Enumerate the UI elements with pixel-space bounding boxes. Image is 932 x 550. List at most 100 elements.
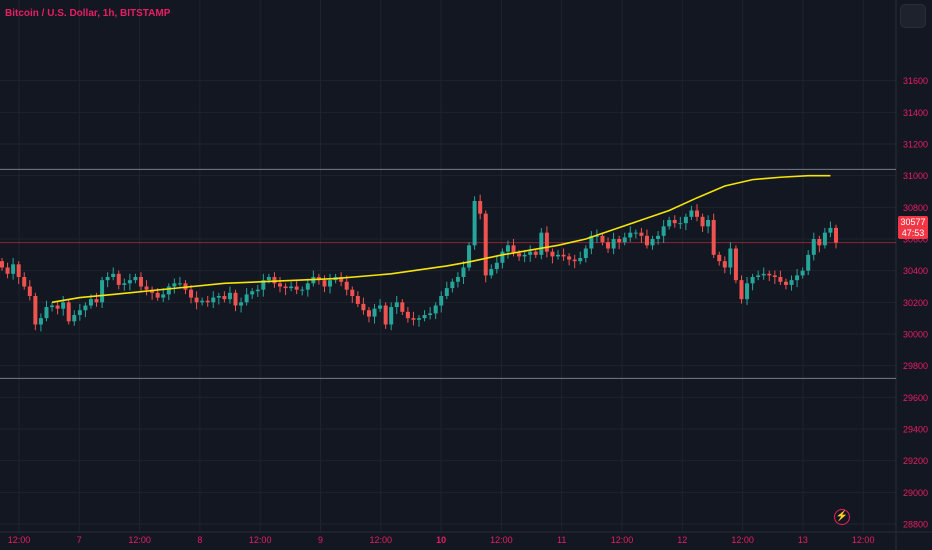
candle-body [16,264,21,277]
candle-body [194,297,199,303]
candle-body [611,239,616,249]
candle-body [589,235,594,249]
candle-body [617,239,622,243]
candle-body [550,251,555,257]
candle-body [161,294,166,298]
candle-body [783,281,788,285]
candle-body [444,288,449,296]
candle-body [405,311,410,319]
candle-body [544,232,549,252]
candle-body [100,280,105,303]
candle-body [350,289,355,296]
candle-body [366,310,371,317]
candle-body [644,235,649,246]
candle-body [88,299,93,306]
candle-body [678,223,683,225]
candle-body [77,310,82,315]
chart-title: Bitcoin / U.S. Dollar, 1h, BITSTAMP [5,8,171,19]
y-tick-label: 29800 [903,361,928,371]
candle-body [483,213,488,276]
candle-body [728,248,733,268]
candle-body [578,258,583,262]
candle-body [539,232,544,255]
y-tick-label: 31000 [903,171,928,181]
candle-body [27,286,32,296]
candle-body [556,254,560,257]
candle-body [233,292,238,306]
candle-body [300,289,305,291]
candle-body [439,296,444,306]
candle-body [0,261,4,268]
candle-body [695,210,699,217]
candle-body [189,289,194,298]
candle-body [700,216,705,227]
candle-body [717,254,722,262]
candle-body [278,283,282,287]
candle-body [622,237,627,243]
candle-body [672,220,677,224]
candle-body [500,251,505,263]
candle-body [127,280,132,284]
candle-body [211,297,216,303]
y-tick-label: 30000 [903,330,928,340]
candle-body [305,283,310,290]
x-tick-label: 12 [677,535,687,545]
candle-body [745,283,750,300]
candle-body [122,283,127,285]
candle-body [361,303,366,311]
candle-body [478,201,483,214]
candle-body [294,286,299,290]
candle-body [767,273,772,276]
candle-body [261,280,266,290]
candle-body [422,315,427,319]
candle-body [378,305,383,309]
y-tick-label: 29000 [903,488,928,498]
candle-body [166,286,171,295]
y-tick-label: 28800 [903,520,928,530]
candle-body [739,280,744,300]
y-tick-label: 29600 [903,393,928,403]
y-tick-label: 31600 [903,76,928,86]
candle-body [472,201,477,246]
candle-body [733,248,738,281]
chart-settings-button[interactable] [900,4,926,28]
candle-body [811,239,816,255]
candle-body [22,277,27,287]
candle-body [355,296,360,304]
price-badge: 30577 47:53 [898,216,928,239]
x-tick-label: 10 [436,535,446,545]
candle-body [428,313,433,315]
candle-body [567,256,572,260]
candle-body [689,210,694,217]
candle-body [650,239,655,246]
candle-body [61,302,66,309]
lightning-icon[interactable]: ⚡ [834,509,850,525]
y-tick-label: 31200 [903,140,928,150]
candle-body [339,277,344,282]
candle-body [289,286,294,289]
candle-body [33,296,38,325]
candle-body [239,302,244,306]
candle-body [761,273,766,276]
candle-body [528,251,533,255]
candle-body [494,262,499,270]
candle-body [38,318,43,325]
x-tick-label: 8 [197,535,202,545]
candle-body [105,277,110,281]
candle-body [44,307,49,319]
candle-body [600,235,605,243]
candle-body [772,275,777,277]
y-tick-label: 30400 [903,266,928,276]
candle-body [489,269,494,276]
candle-body [522,254,527,257]
candle-body [116,273,121,285]
candle-body [83,305,88,311]
candle-body [756,275,761,277]
candle-body [216,296,221,298]
candle-body [505,245,510,252]
x-tick-label: 13 [798,535,808,545]
candle-body [795,275,800,281]
candle-body [667,220,672,227]
candle-body [828,227,833,233]
